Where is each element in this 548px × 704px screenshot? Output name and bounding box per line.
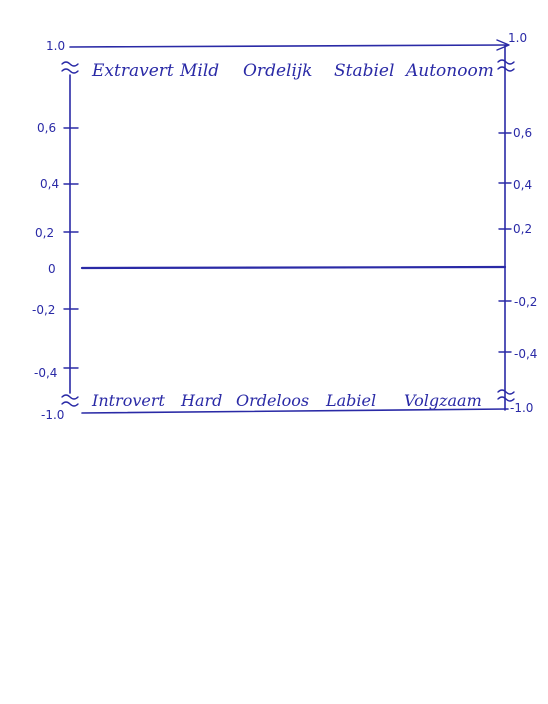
top-left-break-mark [61,61,79,74]
left-tick-label: 0,4 [40,177,59,191]
bottom-label-ordeloos: Ordeloos [236,391,309,410]
left-tick-label: 0 [48,262,56,276]
top-label-ordelijk: Ordelijk [243,61,312,81]
top-label-stabiel: Stabiel [334,61,394,81]
right-tick-label: 0,2 [513,222,532,236]
bottom-label-hard: Hard [180,391,222,410]
left-axis-bottom-label: -1.0 [41,408,64,422]
right-tick-label: -0,4 [514,347,537,361]
top-right-arrow [496,39,510,51]
right-axis-top-label: 1.0 [508,31,527,45]
top-label-autonoom: Autonoom [404,61,494,81]
bottom-label-volgzaam: Volgzaam [404,391,482,410]
right-tick-label: 0,4 [513,178,532,192]
zero-line [80,265,507,270]
top-right-break-mark [497,59,515,72]
right-tick-label: 0,6 [513,126,532,140]
bottom-label-labiel: Labiel [325,391,376,410]
top-label-mild: Mild [179,61,219,81]
bottom-border-line [81,408,509,414]
bottom-right-break-mark [497,389,515,402]
left-tick-label: -0,2 [32,303,55,317]
left-tick-label: 0,6 [37,121,56,135]
bottom-left-break-mark [61,394,79,407]
left-tick-label: -0,4 [34,366,57,380]
right-tick-label: -0,2 [514,295,537,309]
top-border-line [69,44,509,48]
left-tick-label: 0,2 [35,226,54,240]
bottom-label-introvert: Introvert [91,391,165,410]
right-axis-bottom-label: -1.0 [510,401,533,415]
top-label-extravert: Extravert [91,61,174,81]
left-axis-top-label: 1.0 [46,39,65,53]
